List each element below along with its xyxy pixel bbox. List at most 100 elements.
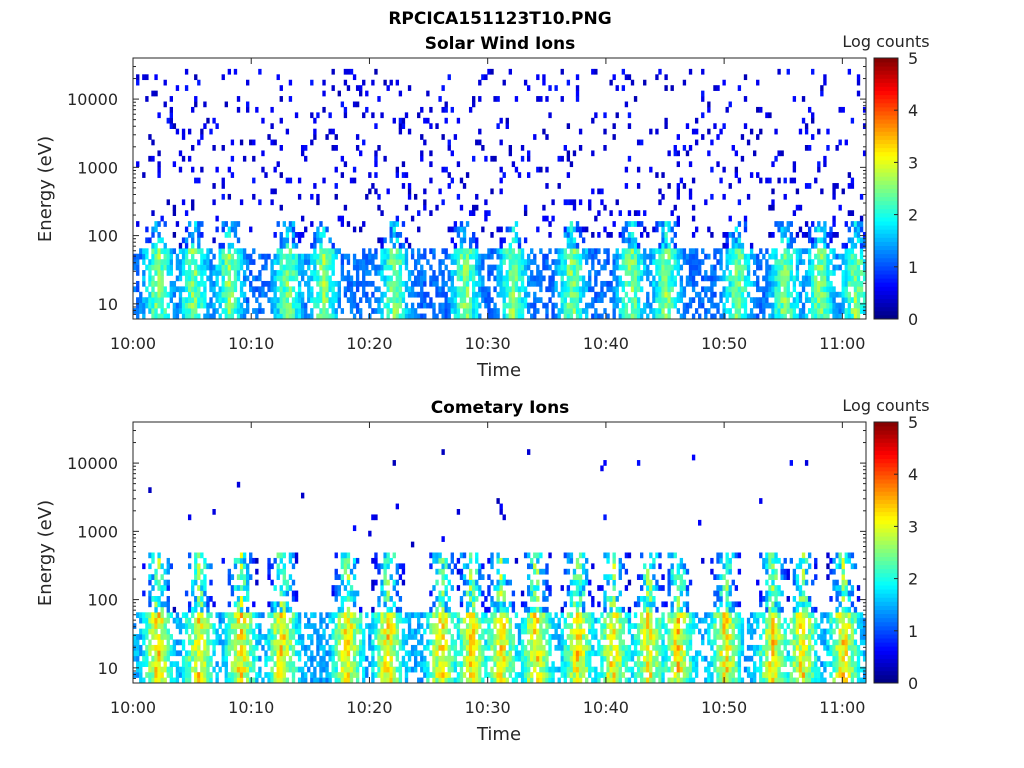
heatmap-cell [682, 291, 687, 298]
colorbar-swatch [874, 286, 898, 291]
heatmap-cell [395, 79, 400, 86]
heatmap-cell [426, 291, 430, 298]
heatmap-cell [505, 666, 509, 673]
heatmap-cell [279, 677, 283, 684]
heatmap-cell [456, 557, 461, 564]
heatmap-cell [441, 623, 445, 629]
heatmap-cell [249, 139, 253, 146]
heatmap-cell [691, 264, 696, 271]
heatmap-cell [481, 280, 485, 287]
heatmap-cell [206, 248, 210, 255]
heatmap-cell [658, 270, 662, 276]
heatmap-cell [380, 248, 384, 255]
heatmap-cell [203, 644, 207, 651]
heatmap-cell [371, 661, 375, 667]
heatmap-cell [753, 270, 757, 276]
heatmap-cell [157, 601, 161, 608]
heatmap-cell [184, 237, 189, 244]
heatmap-cell [814, 177, 818, 184]
heatmap-cell [514, 650, 519, 657]
heatmap-cell [438, 601, 442, 608]
heatmap-cell [407, 128, 412, 135]
heatmap-cell [377, 264, 381, 271]
heatmap-cell [502, 259, 506, 265]
heatmap-cell [166, 666, 170, 673]
heatmap-cell [850, 275, 855, 282]
heatmap-cell [349, 612, 354, 619]
heatmap-cell [209, 612, 213, 619]
heatmap-cell [279, 313, 283, 320]
heatmap-cell [453, 134, 458, 140]
heatmap-cell [304, 650, 308, 657]
colorbar-swatch [874, 310, 898, 316]
heatmap-cell [148, 291, 152, 298]
heatmap-cell [850, 210, 855, 216]
heatmap-cell [203, 655, 207, 662]
heatmap-cell [853, 308, 858, 314]
heatmap-cell [380, 639, 384, 646]
heatmap-cell [258, 275, 262, 282]
heatmap-cell [829, 308, 833, 314]
heatmap-cell [401, 563, 406, 570]
heatmap-cell [349, 634, 354, 640]
heatmap-cell [246, 590, 250, 597]
heatmap-cell [499, 237, 503, 244]
heatmap-cell [453, 623, 458, 629]
heatmap-cell [371, 617, 375, 624]
heatmap-cell [438, 552, 442, 559]
heatmap-cell [352, 101, 357, 108]
heatmap-cell [136, 286, 140, 293]
heatmap-cell [187, 302, 192, 309]
heatmap-cell [499, 264, 503, 271]
heatmap-cell [200, 291, 204, 298]
heatmap-cell [285, 259, 290, 265]
heatmap-cell [490, 563, 494, 570]
heatmap-cell [655, 313, 659, 320]
heatmap-cell [389, 280, 393, 287]
heatmap-cell [496, 291, 500, 298]
heatmap-cell [581, 226, 586, 233]
heatmap-cell [392, 291, 396, 298]
heatmap-cell [377, 596, 381, 602]
heatmap-cell [282, 672, 286, 678]
heatmap-cell [490, 617, 494, 624]
heatmap-cell [649, 248, 653, 255]
heatmap-cell [246, 628, 250, 635]
heatmap-cell [270, 628, 274, 635]
heatmap-cell [191, 628, 195, 635]
heatmap-cell [569, 242, 574, 249]
heatmap-cell [826, 302, 830, 309]
heatmap-cell [420, 155, 424, 162]
heatmap-cell [166, 313, 170, 320]
heatmap-cell [508, 248, 513, 255]
heatmap-cell [178, 297, 183, 303]
heatmap-cell [746, 275, 751, 282]
heatmap-cell [707, 253, 711, 260]
heatmap-cell [157, 655, 161, 662]
heatmap-cell [233, 634, 238, 640]
heatmap-cell [664, 221, 668, 227]
heatmap-cell [691, 128, 696, 135]
heatmap-cell [136, 661, 140, 667]
heatmap-cell [224, 623, 228, 629]
heatmap-cell [285, 291, 290, 298]
heatmap-cell [475, 139, 479, 146]
heatmap-cell [236, 264, 241, 271]
heatmap-cell [181, 237, 186, 244]
heatmap-cell [585, 253, 589, 260]
heatmap-cell [465, 313, 470, 320]
heatmap-cell [191, 585, 195, 591]
heatmap-cell [230, 280, 235, 287]
heatmap-cell [652, 286, 656, 293]
heatmap-cell [377, 193, 381, 200]
heatmap-cell [563, 297, 567, 303]
heatmap-cell [230, 253, 235, 260]
heatmap-cell [395, 291, 400, 298]
colorbar-swatch [874, 90, 898, 96]
heatmap-cell [591, 253, 595, 260]
heatmap-cell [242, 313, 247, 320]
heatmap-cell [291, 617, 296, 624]
heatmap-cell [670, 286, 674, 293]
heatmap-cell [627, 112, 632, 119]
heatmap-cell [514, 644, 519, 651]
